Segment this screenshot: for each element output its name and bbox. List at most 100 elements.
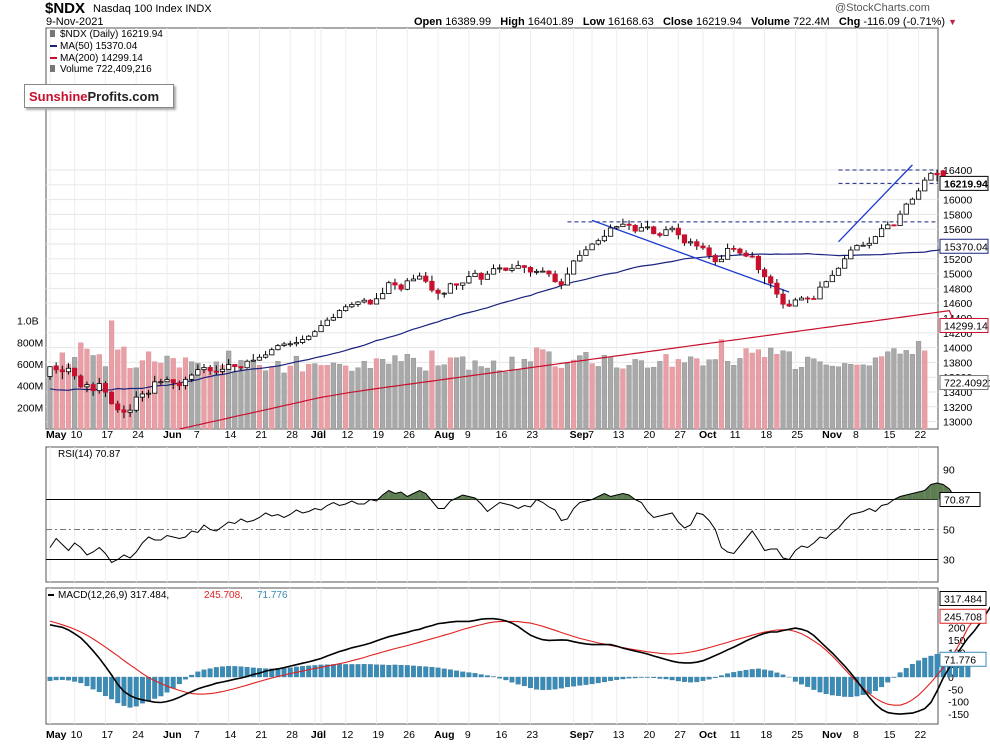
x-axis-label-bottom: 22	[915, 729, 927, 741]
price-tick-label: 16000	[943, 195, 972, 207]
price-tick-label: 13200	[943, 402, 972, 414]
macd-histogram-bar	[441, 668, 447, 678]
open-value: 16389.99	[445, 16, 492, 28]
volume-bar	[423, 370, 429, 430]
volume-tick-label: 400M	[17, 381, 43, 393]
macd-last-value: 317.484	[944, 594, 982, 606]
candle-body	[737, 248, 743, 254]
candle-body	[96, 383, 102, 392]
macd-histogram-bar	[478, 674, 484, 678]
x-axis-label-bottom: Nov	[822, 729, 842, 741]
price-tick-label: 15600	[943, 224, 972, 236]
volume-bar	[410, 357, 417, 430]
volume-bar	[521, 358, 527, 430]
candle-body	[909, 198, 916, 205]
candle-body	[170, 379, 176, 384]
legend-entry: $NDX (Daily) 16219.94	[60, 29, 163, 40]
x-axis-label-top: Sep	[570, 429, 589, 441]
volume-bar	[121, 346, 127, 430]
macd-tick-label: -50	[948, 684, 963, 696]
volume-bar	[244, 369, 250, 430]
candle-body	[823, 281, 829, 288]
candle-body	[885, 224, 891, 230]
candle-body	[503, 267, 509, 271]
macd-histogram-bar	[669, 676, 675, 681]
rsi-overbought-fill	[407, 493, 414, 500]
volume-bar	[706, 359, 712, 430]
candle-body	[540, 270, 546, 273]
macd-histogram-bar	[694, 676, 700, 683]
macd-line	[49, 606, 990, 715]
candle-body	[121, 409, 127, 413]
candle-body	[343, 306, 349, 312]
candle-body	[380, 293, 386, 300]
volume-bar	[718, 339, 725, 430]
macd-histogram-bar	[774, 672, 780, 678]
macd-histogram-bar	[330, 664, 336, 678]
macd-histogram-bar	[743, 669, 749, 678]
volume-bar	[355, 367, 361, 430]
candle-body	[47, 366, 53, 377]
x-axis-label-top: 19	[372, 429, 384, 441]
candle-body	[515, 265, 521, 269]
price-tick-label: 13800	[943, 357, 972, 369]
macd-histogram-bar	[78, 676, 84, 684]
candle-body	[145, 392, 152, 395]
candle-body	[694, 241, 700, 247]
rsi-overbought-fill	[401, 492, 408, 500]
candle-body	[250, 359, 256, 362]
high-label: High	[500, 16, 525, 28]
volume-bar	[546, 351, 552, 430]
x-axis-label-top: 10	[71, 429, 83, 441]
macd-last-value: 71.776	[944, 654, 976, 666]
volume-bar	[909, 353, 916, 430]
volume-bar	[158, 362, 164, 430]
volume-bar	[903, 350, 909, 430]
macd-histogram-bar	[712, 676, 718, 678]
legend-entry: MA(50) 15370.04	[60, 41, 138, 52]
macd-histogram-bar	[552, 676, 558, 690]
volume-bar	[164, 355, 170, 430]
x-axis-label-bottom: 26	[403, 729, 415, 741]
volume-bar	[848, 364, 854, 430]
x-axis-label-bottom: 21	[255, 729, 267, 741]
macd-histogram-bar	[534, 676, 540, 690]
macd-histogram-bar	[601, 676, 607, 683]
macd-histogram-bar	[250, 667, 256, 678]
candle-body	[589, 243, 595, 251]
volume-bar	[552, 366, 558, 430]
volume-bar	[737, 358, 743, 430]
macd-histogram-bar	[528, 676, 533, 689]
price-tick-label: 15000	[943, 269, 972, 281]
macd-last-box	[939, 608, 987, 624]
stockcharts-brand[interactable]: @StockCharts.com	[835, 2, 930, 14]
candle-body	[564, 273, 571, 286]
candle-body	[287, 343, 293, 346]
macd-histogram-bar	[380, 664, 386, 678]
candle-body	[786, 303, 792, 307]
volume-bar	[774, 353, 780, 430]
x-axis-label-top: 27	[674, 429, 686, 441]
macd-histogram-bar	[417, 666, 423, 678]
volume-bar	[361, 361, 367, 430]
x-axis-label-bottom: 20	[644, 729, 656, 741]
volume-bar	[232, 371, 238, 430]
candle-body	[78, 375, 84, 388]
candle-body	[72, 367, 78, 377]
macd-histogram-bar	[133, 676, 139, 707]
x-axis-label-bottom: 14	[225, 729, 237, 741]
candle-body	[620, 223, 626, 228]
volume-bar	[484, 367, 490, 430]
macd-histogram-bar	[158, 676, 164, 697]
volume-bar	[798, 367, 805, 430]
candle-body	[712, 255, 718, 263]
macd-legend-macd: MACD(12,26,9) 317.484,	[58, 590, 169, 601]
price-tick-label: 14000	[943, 343, 972, 355]
candle-body	[651, 226, 657, 235]
macd-histogram-bar	[343, 664, 349, 678]
volume-bar	[811, 358, 817, 430]
rsi-overbought-fill	[930, 483, 938, 500]
candle-body	[423, 275, 429, 282]
candle-body	[490, 268, 497, 275]
